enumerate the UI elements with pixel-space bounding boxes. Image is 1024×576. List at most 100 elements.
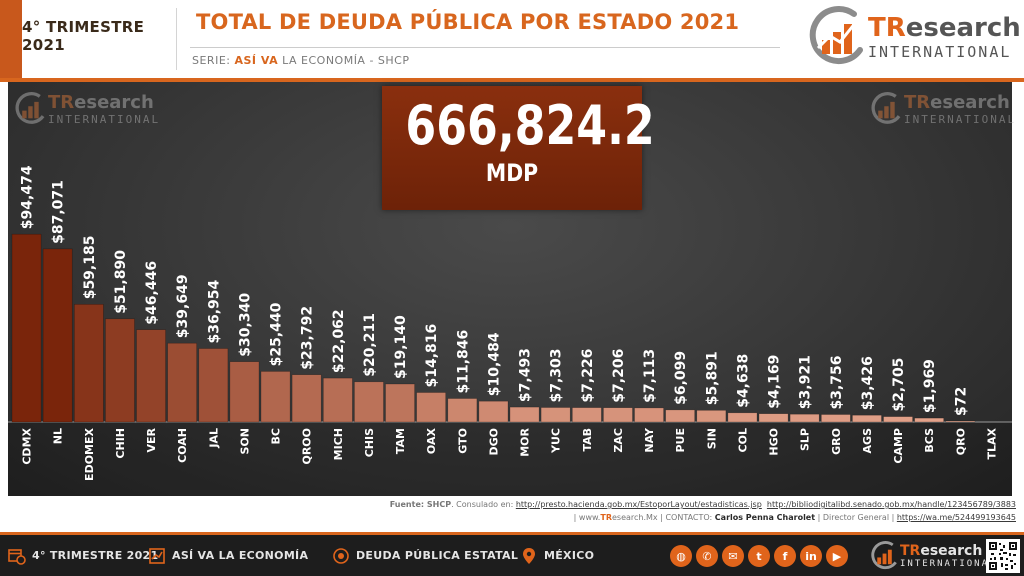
source-link-1[interactable]: http://presto.hacienda.gob.mx/EstoporLay…: [515, 500, 762, 509]
watermark-subtext: INTERNATIONAL: [48, 112, 161, 126]
watermark-rest: esearch: [74, 91, 154, 113]
qr-code-icon[interactable]: [986, 539, 1020, 573]
bar-chis: [354, 381, 384, 423]
logo-text: TResearch: [868, 15, 1021, 41]
facebook-icon[interactable]: f: [774, 545, 796, 567]
source-line: Fuente: SHCP. Consulado en: http://prest…: [390, 500, 1016, 509]
category-label-col: COL: [736, 428, 749, 452]
header-accent-band: [0, 0, 22, 78]
page-title: TOTAL DE DEUDA PÚBLICA POR ESTADO 2021: [196, 10, 740, 34]
bar-yuc: [540, 407, 571, 423]
brand-logo[interactable]: TResearch INTERNATIONAL: [808, 6, 1021, 68]
logo-subtext: INTERNATIONAL: [868, 42, 1012, 61]
bar-gro: [820, 414, 851, 423]
category-label-ags: AGS: [861, 428, 874, 454]
value-label-son: $30,340: [237, 293, 253, 357]
value-label-pue: $6,099: [673, 351, 689, 405]
footer-topic-label: DEUDA PÚBLICA ESTATAL: [356, 549, 519, 562]
category-label-zac: ZAC: [612, 428, 625, 453]
category-label-qro: QRO: [954, 428, 967, 455]
calendar-clock-icon: [8, 548, 26, 565]
bar-chih: [105, 318, 135, 423]
linkedin-icon[interactable]: in: [800, 545, 822, 567]
value-label-nay: $7,113: [642, 349, 658, 403]
category-label-gto: GTO: [456, 428, 469, 454]
map-pin-icon: [523, 547, 535, 564]
title-rule: [190, 47, 780, 48]
category-label-bc: BC: [270, 428, 283, 444]
web-icon[interactable]: ◍: [670, 545, 692, 567]
web-rest[interactable]: esearch.Mx: [611, 513, 658, 522]
watermark-tr: TR: [48, 91, 75, 113]
watermark-tr: TR: [904, 91, 931, 113]
footer-logo-text: TResearch: [900, 544, 996, 558]
value-label-camp: $2,705: [891, 358, 907, 412]
bar-mor: [509, 406, 540, 423]
value-label-bcs: $1,969: [922, 359, 938, 413]
category-label-qroo: QROO: [301, 428, 314, 465]
bar-gto: [447, 398, 478, 423]
category-label-jal: JAL: [207, 428, 220, 449]
footer-quarter: 4° TRIMESTRE 2021: [8, 535, 158, 576]
bar-col: [727, 412, 758, 423]
watermark-subtext: INTERNATIONAL: [904, 112, 1017, 126]
contact-link[interactable]: https://wa.me/524499193645: [896, 513, 1016, 522]
chart-panel: $94,474 CDMX $87,071 NL $59,185 EDOMEX $51,890…: [8, 82, 1014, 496]
web-tr[interactable]: TR: [600, 513, 612, 522]
value-label-coah: $39,649: [175, 274, 191, 338]
category-label-bcs: BCS: [923, 428, 936, 453]
total-debt-value: 666,824.2: [405, 94, 655, 157]
header-stripe: [0, 78, 1024, 82]
bar-nay: [634, 407, 664, 423]
value-label-gro: $3,756: [829, 355, 845, 409]
bar-nl: [42, 248, 73, 423]
bar-sin: [696, 409, 727, 423]
category-label-yuc: YUC: [550, 428, 563, 454]
bar-camp: [883, 416, 913, 423]
value-label-chih: $51,890: [113, 250, 129, 314]
bar-oax: [416, 392, 447, 423]
bar-dgo: [478, 400, 509, 423]
social-links: ◍ ✆ ✉ t f in ▶: [670, 545, 852, 567]
footer-country-label: MÉXICO: [544, 549, 595, 562]
whatsapp-icon[interactable]: ✆: [696, 545, 718, 567]
category-label-slp: SLP: [799, 428, 812, 451]
source-link-2[interactable]: http://bibliodigitalibd.senado.gob.mx/ha…: [766, 500, 1016, 509]
source-consulted: . Consulado en:: [451, 500, 516, 509]
category-label-tlax: TLAX: [985, 427, 998, 459]
debt-coin-icon: [333, 547, 349, 564]
value-label-chis: $20,211: [362, 313, 378, 377]
email-icon[interactable]: ✉: [722, 545, 744, 567]
twitter-icon[interactable]: t: [748, 545, 770, 567]
value-label-qro: $72: [953, 387, 969, 416]
total-debt-unit: MDP: [485, 159, 539, 187]
footer: 4° TRIMESTRE 2021 ASÍ VA LA ECONOMÍA DEU…: [0, 532, 1024, 576]
category-label-edomex: EDOMEX: [83, 427, 96, 480]
value-label-gto: $11,846: [455, 330, 471, 394]
value-label-oax: $14,816: [424, 324, 440, 388]
category-label-dgo: DGO: [487, 428, 500, 456]
web-prefix: | www.: [573, 513, 601, 522]
bar-ver: [136, 329, 166, 423]
watermark-text: TResearch: [48, 91, 160, 113]
logo-mark-icon: [809, 6, 863, 65]
category-label-gro: GRO: [830, 428, 843, 455]
footer-logo[interactable]: TResearch INTERNATIONAL: [870, 541, 996, 571]
contact-name: Carlos Penna Charolet: [714, 513, 816, 522]
value-label-edomex: $59,185: [82, 236, 98, 300]
value-label-jal: $36,954: [206, 279, 222, 343]
footer-logo-tr: TR: [900, 542, 921, 559]
header-divider: [176, 8, 177, 70]
category-label-tam: TAM: [394, 428, 407, 454]
category-label-cdmx: CDMX: [21, 427, 34, 464]
bar-chart: $94,474 CDMX $87,071 NL $59,185 EDOMEX $51,890…: [8, 165, 1012, 496]
series-bold: ASÍ VA: [234, 54, 279, 67]
bar-coah: [167, 342, 198, 423]
watermark-mark-icon: [15, 92, 45, 124]
youtube-icon[interactable]: ▶: [826, 545, 848, 567]
logo-tr: TR: [868, 12, 906, 43]
bar-qro: [945, 420, 976, 423]
chart-report-icon: [149, 547, 165, 564]
bar-ags: [852, 414, 882, 423]
category-label-pue: PUE: [674, 428, 687, 453]
